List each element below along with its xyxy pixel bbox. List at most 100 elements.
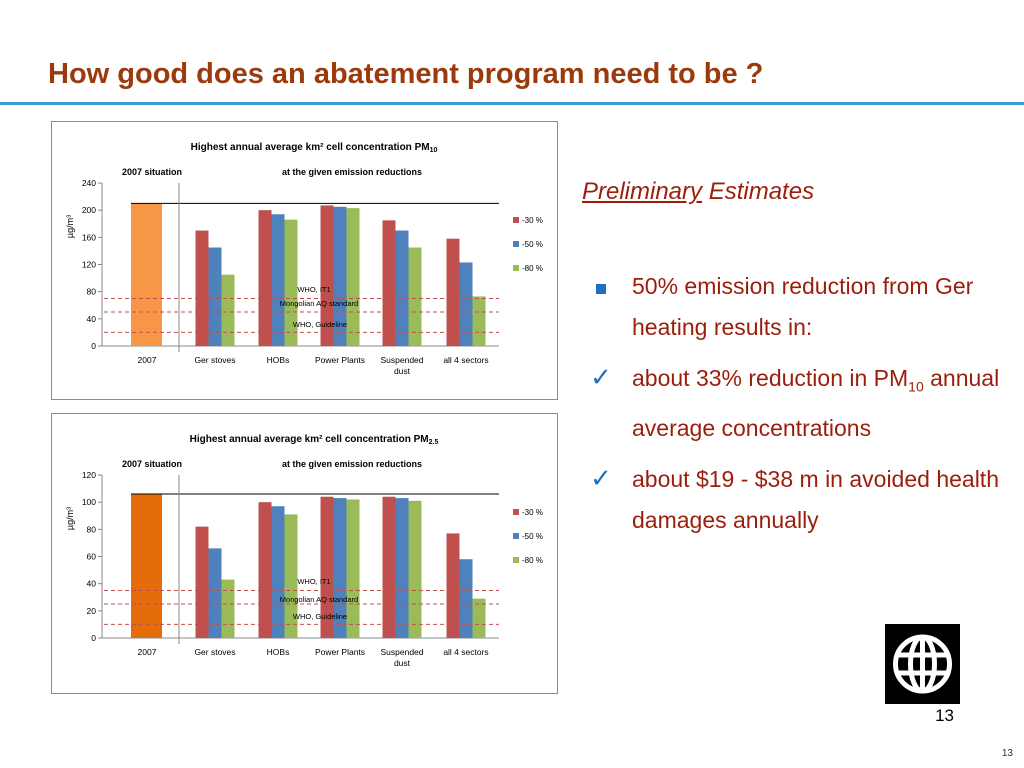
legend-label: -80 %	[522, 264, 543, 273]
x-tick-label: Ger stoves	[194, 355, 235, 365]
y-tick-label: 80	[87, 524, 97, 534]
y-tick-label: 40	[87, 314, 97, 324]
legend-label: -50 %	[522, 240, 543, 249]
chart-right-label: at the given emission reductions	[282, 459, 422, 469]
slide-title: How good does an abatement program need …	[48, 58, 764, 90]
chart-left-label: 2007 situation	[122, 167, 182, 177]
bullet-item: 50% emission reduction from Ger heating …	[582, 266, 1002, 348]
y-tick-label: 240	[82, 178, 96, 188]
bar-80-2	[346, 208, 360, 346]
y-axis-label: µg/m³	[65, 215, 75, 238]
legend-label: -50 %	[522, 532, 543, 541]
reference-line-label: WHO, IT1	[297, 577, 330, 586]
legend-swatch	[513, 217, 519, 223]
bar-80-2	[346, 499, 360, 638]
y-tick-label: 0	[91, 633, 96, 643]
bar-80-1	[284, 514, 298, 638]
bar-30-1	[258, 502, 272, 638]
bar-30-4	[446, 533, 460, 638]
y-tick-label: 80	[87, 287, 97, 297]
bar-30-4	[446, 238, 460, 346]
y-tick-label: 160	[82, 232, 96, 242]
bar-50-1	[271, 214, 285, 346]
x-tick-label: Suspended	[380, 647, 423, 657]
bar-30-3	[382, 220, 396, 346]
chart-svg: Highest annual average km² cell concentr…	[65, 142, 543, 376]
y-tick-label: 40	[87, 579, 97, 589]
y-tick-label: 200	[82, 205, 96, 215]
heading-underlined-word: Preliminary	[582, 178, 703, 205]
x-tick-label: HOBs	[267, 355, 290, 365]
page-number: 13	[935, 706, 954, 725]
y-axis-label: µg/m³	[65, 507, 75, 530]
bar-80-0	[221, 579, 235, 638]
bar-50-2	[333, 498, 347, 638]
bullet-text: about $19 - $38 m in avoided health dama…	[632, 465, 999, 533]
bar-50-2	[333, 206, 347, 346]
bar-50-3	[395, 498, 409, 638]
x-tick-label: all 4 sectors	[443, 355, 488, 365]
bullet-text: annual average concentrations	[632, 365, 1000, 441]
bullet-text: about 33% reduction in PM	[632, 365, 909, 391]
x-tick-label: Power Plants	[315, 355, 365, 365]
heading-rest: Estimates	[702, 178, 815, 205]
legend-label: -30 %	[522, 508, 543, 517]
reference-line-label: WHO, Guideline	[293, 320, 347, 329]
bar-50-4	[459, 262, 473, 346]
slide-number: 13	[1001, 748, 1013, 759]
x-tick-label: 2007	[138, 355, 157, 365]
x-tick-label: Power Plants	[315, 647, 365, 657]
bar-80-4	[472, 598, 486, 638]
bar-50-3	[395, 230, 409, 346]
bar-30-2	[320, 496, 334, 638]
world-bank-logo	[885, 624, 960, 704]
reference-line-label: WHO, Guideline	[293, 612, 347, 621]
x-tick-label: 2007	[138, 647, 157, 657]
y-tick-label: 100	[82, 497, 96, 507]
reference-line-label: Mongolian AQ standard	[280, 595, 358, 604]
x-tick-label: Suspended	[380, 355, 423, 365]
bar-80-3	[408, 247, 422, 346]
legend-label: -80 %	[522, 556, 543, 565]
y-tick-label: 120	[82, 470, 96, 480]
bar-50-0	[208, 548, 222, 638]
chart-title: Highest annual average km² cell concentr…	[190, 434, 439, 446]
legend-swatch	[513, 533, 519, 539]
chart-left-label: 2007 situation	[122, 459, 182, 469]
bullet-item: ✓ about 33% reduction in PM10 annual aver…	[582, 358, 1002, 449]
x-tick-label: HOBs	[267, 647, 290, 657]
bar-50-4	[459, 559, 473, 638]
y-tick-label: 0	[91, 341, 96, 351]
bullet-item: ✓ about $19 - $38 m in avoided health dam…	[582, 459, 1002, 541]
bar-80-1	[284, 219, 298, 346]
reference-line-label: Mongolian AQ standard	[280, 299, 358, 308]
legend-swatch	[513, 265, 519, 271]
globe-icon	[893, 634, 952, 694]
x-tick-label: Ger stoves	[194, 647, 235, 657]
y-tick-label: 20	[87, 606, 97, 616]
chart-title: Highest annual average km² cell concentr…	[191, 142, 438, 154]
bar-30-2	[320, 205, 334, 346]
bar-80-4	[472, 296, 486, 346]
bullet-list: 50% emission reduction from Ger heating …	[582, 266, 1002, 551]
y-tick-label: 120	[82, 260, 96, 270]
chart-svg: Highest annual average km² cell concentr…	[65, 434, 543, 668]
bar-30-1	[258, 210, 272, 346]
bar-30-0	[195, 526, 209, 638]
x-tick-label: all 4 sectors	[443, 647, 488, 657]
reference-line-label: WHO, IT1	[297, 285, 330, 294]
estimates-heading: Preliminary Estimates	[582, 178, 1002, 206]
square-bullet-icon	[586, 266, 616, 307]
bullet-text: 10	[908, 378, 924, 395]
bar-30-0	[195, 230, 209, 346]
bar-80-3	[408, 500, 422, 638]
legend-swatch	[513, 557, 519, 563]
chart-right-label: at the given emission reductions	[282, 167, 422, 177]
legend-label: -30 %	[522, 216, 543, 225]
pm25-chart: Highest annual average km² cell concentr…	[51, 413, 558, 694]
bullet-text: 50% emission reduction from Ger heating …	[632, 273, 974, 340]
legend-swatch	[513, 241, 519, 247]
y-tick-label: 60	[87, 552, 97, 562]
x-tick-label: dust	[394, 366, 411, 376]
pm10-chart: Highest annual average km² cell concentr…	[51, 121, 558, 400]
